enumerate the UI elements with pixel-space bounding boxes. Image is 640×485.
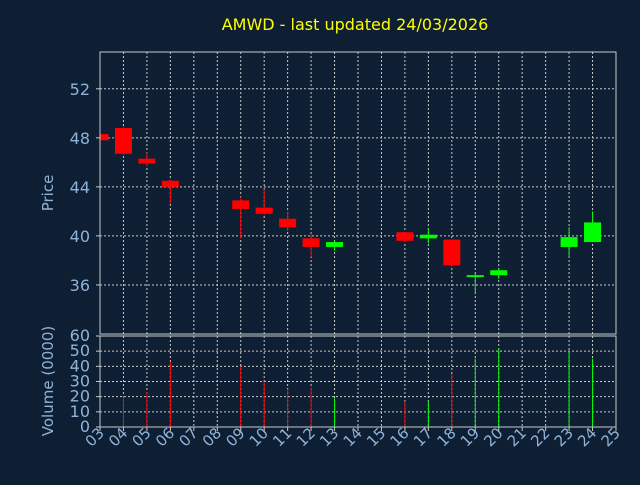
candle-body: [138, 158, 156, 164]
price-axis-label: Price: [39, 175, 57, 212]
candle-body: [279, 218, 297, 228]
candle-body: [232, 200, 250, 209]
volume-tick-label: 10: [70, 402, 90, 421]
price-tick-label: 52: [70, 80, 90, 99]
candle-body: [490, 270, 508, 276]
volume-tick-label: 50: [70, 341, 90, 360]
candle-body: [302, 238, 320, 247]
volume-tick-label: 20: [70, 387, 90, 406]
chart-title: AMWD - last updated 24/03/2026: [222, 15, 489, 34]
price-y-ticks: 36 40 44 48 52: [70, 80, 100, 295]
candle-body: [396, 232, 414, 241]
volume-tick-label: 40: [70, 356, 90, 375]
candle-body: [443, 239, 461, 266]
price-tick-label: 40: [70, 227, 90, 246]
x-axis-label: Day: [334, 459, 362, 475]
volume-tick-label: 30: [70, 372, 90, 391]
candle-body: [419, 234, 437, 239]
volume-axis-label: Volume (0000): [39, 326, 57, 436]
candle-body: [584, 222, 602, 243]
price-plot-frame: [99, 51, 617, 335]
volume-tick-label: 60: [70, 326, 90, 345]
candle-body: [161, 180, 179, 187]
candle-body: [326, 242, 344, 247]
price-tick-label: 36: [70, 276, 90, 295]
volume-bars: [122, 348, 594, 427]
x-ticks: 0304050607080910111213141516171819202122…: [82, 424, 624, 450]
volume-tick-label: 0: [80, 417, 90, 436]
candle-body: [100, 134, 109, 141]
candle-body: [466, 275, 484, 278]
candle-body: [255, 207, 273, 214]
candle-body: [560, 237, 578, 247]
price-tick-label: 48: [70, 129, 90, 148]
price-candles: [99, 126, 602, 293]
price-tick-label: 44: [70, 178, 90, 197]
candle-body: [114, 128, 132, 154]
